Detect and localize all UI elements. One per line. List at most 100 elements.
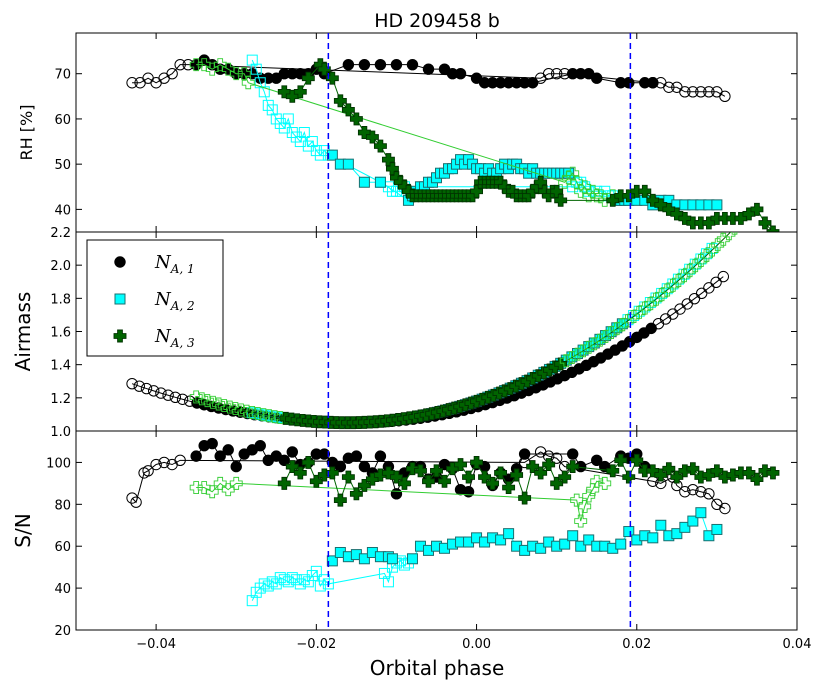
airmass-point xyxy=(268,410,282,424)
sn-point xyxy=(695,486,707,498)
rh-series-line xyxy=(132,64,726,97)
airmass-ytick-label: 1.6 xyxy=(50,326,71,341)
sn-point xyxy=(630,453,644,467)
sn-point xyxy=(575,540,587,552)
sn-point xyxy=(254,439,266,452)
rh-point xyxy=(342,158,354,170)
sn-point xyxy=(615,538,627,550)
rh-point xyxy=(390,58,403,71)
sn-point xyxy=(758,464,772,478)
sn-point xyxy=(494,466,508,480)
sn-point xyxy=(229,476,243,490)
airmass-point xyxy=(155,387,167,399)
sn-point xyxy=(719,502,731,515)
rh-point xyxy=(422,63,435,75)
sn-series xyxy=(326,507,723,567)
sn-point xyxy=(277,476,291,490)
airmass-point xyxy=(140,382,153,395)
airmass-point xyxy=(262,409,276,423)
sn-point xyxy=(378,567,390,579)
airmass-plot-area xyxy=(126,232,738,430)
sn-point xyxy=(470,455,484,469)
sn-frame xyxy=(75,430,798,631)
rh-point xyxy=(750,202,764,216)
airmass-point xyxy=(273,411,287,425)
sn-point xyxy=(582,489,596,503)
sn-point xyxy=(350,450,363,462)
airmass-point xyxy=(176,393,189,405)
rh-point xyxy=(317,62,331,76)
sn-point xyxy=(566,460,580,474)
x-axis-label: Orbital phase xyxy=(370,656,505,680)
sn-point xyxy=(382,576,394,588)
sn-point xyxy=(703,530,715,542)
rh-plot-area xyxy=(126,54,780,232)
rh-point xyxy=(174,58,186,71)
sn-point xyxy=(390,488,403,500)
sn-point xyxy=(258,578,270,590)
sn-point xyxy=(703,488,715,500)
airmass-point xyxy=(245,405,259,419)
sn-point xyxy=(462,470,475,484)
airmass-point xyxy=(559,354,573,368)
rh-point xyxy=(241,76,255,90)
sn-point xyxy=(278,574,290,586)
sn-point xyxy=(130,496,142,508)
x-tick-label: −0.02 xyxy=(296,637,336,652)
airmass-point xyxy=(217,399,231,413)
sn-series-line xyxy=(283,459,774,502)
airmass-ytick-label: 1.4 xyxy=(50,359,71,374)
sn-point xyxy=(590,474,604,488)
sn-point xyxy=(495,534,507,546)
airmass-point xyxy=(234,403,248,417)
sn-point xyxy=(126,492,138,504)
sn-point xyxy=(230,460,242,473)
rh-point xyxy=(250,63,262,75)
sn-ytick-label: 40 xyxy=(54,582,71,597)
rh-ytick-label: 40 xyxy=(54,203,71,218)
rh-point xyxy=(470,184,484,198)
sn-point xyxy=(286,446,298,458)
rh-point xyxy=(623,77,635,89)
sn-point xyxy=(679,521,691,533)
sn-point xyxy=(598,476,612,490)
airmass-point xyxy=(126,378,138,390)
sn-point xyxy=(583,534,595,546)
rh-point xyxy=(298,127,310,138)
sn-point xyxy=(205,485,219,499)
airmass-point xyxy=(133,380,145,392)
sn-point xyxy=(622,470,636,484)
sn-point xyxy=(438,474,451,488)
sn-point xyxy=(310,565,322,577)
sn-point xyxy=(398,559,410,571)
sn-series xyxy=(189,474,612,528)
sn-point xyxy=(282,576,294,588)
rh-point xyxy=(594,189,608,203)
sn-point xyxy=(406,462,419,476)
rh-point xyxy=(550,68,563,80)
sn-point xyxy=(374,450,387,462)
sn-point xyxy=(695,507,707,519)
legend-label: NA, 1 xyxy=(154,252,195,276)
rh-point xyxy=(758,216,772,230)
rh-point xyxy=(554,193,568,207)
sn-point xyxy=(318,574,330,586)
legend-label: NA, 2 xyxy=(154,289,195,313)
rh-point xyxy=(695,86,707,98)
rh-ylabel: RH [%] xyxy=(17,105,36,161)
airmass-point xyxy=(228,402,242,415)
airmass-ytick-label: 1.8 xyxy=(50,292,71,307)
airmass-point xyxy=(189,390,203,404)
sn-point xyxy=(606,464,620,478)
rh-point xyxy=(703,86,715,98)
rh-point xyxy=(342,58,355,71)
sn-point xyxy=(314,580,326,592)
sn-point xyxy=(318,448,331,460)
x-axis: −0.04 −0.02 0.00 0.02 0.04 xyxy=(136,637,811,652)
sn-point xyxy=(270,578,282,590)
sn-point xyxy=(591,454,603,467)
rh-point xyxy=(526,77,539,89)
sn-point xyxy=(502,481,516,495)
airmass-point xyxy=(565,351,579,364)
sn-point xyxy=(670,470,684,484)
